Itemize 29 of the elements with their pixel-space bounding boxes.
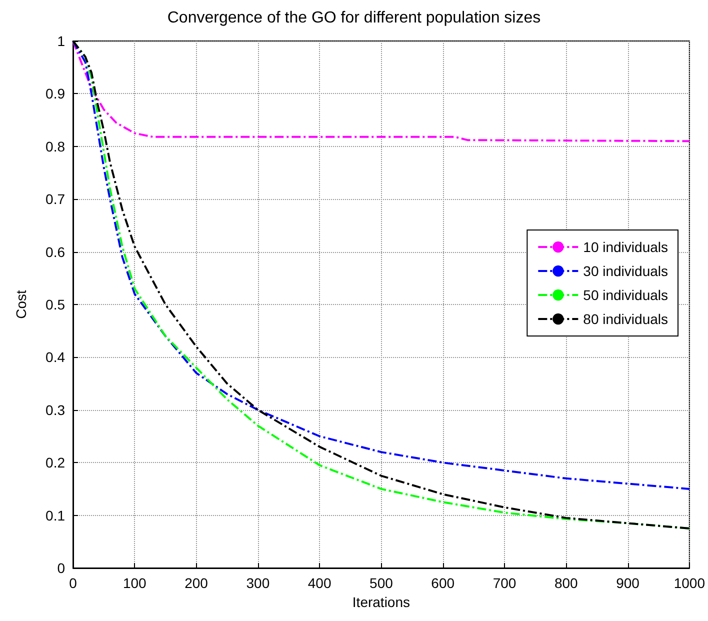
x-axis-title: Iterations (352, 594, 410, 610)
x-tick-label: 600 (431, 575, 455, 591)
y-tick-label: 0.1 (46, 507, 66, 524)
x-tick-label: 700 (492, 575, 516, 591)
y-axis-title: Cost (13, 290, 29, 319)
y-tick-label: 0.9 (46, 86, 66, 102)
y-tick-label: 0.5 (46, 296, 66, 312)
y-tick-label: 0.2 (46, 454, 66, 471)
y-tick-label: 0.4 (46, 349, 66, 366)
x-tick-label: 800 (554, 575, 578, 591)
x-tick-label: 0 (69, 575, 78, 591)
x-tick-label: 1000 (674, 575, 706, 591)
x-tick-label: 500 (370, 575, 394, 591)
x-tick-label: 900 (616, 575, 640, 591)
x-tick-label: 100 (122, 575, 147, 591)
x-tick-label: 400 (308, 575, 332, 591)
x-tick-label: 300 (246, 575, 270, 591)
y-tick-label: 0.7 (46, 191, 66, 208)
legend-label: 50 individuals (583, 287, 668, 303)
y-tick-label: 0.3 (46, 402, 66, 418)
x-tick-label: 200 (184, 575, 208, 591)
legend-label: 30 individuals (583, 263, 668, 279)
legend-label: 80 individuals (583, 311, 668, 327)
y-tick-label: 0.8 (46, 138, 66, 154)
y-tick-label: 0 (57, 560, 66, 576)
y-tick-label: 1 (57, 33, 66, 49)
y-tick-label: 0.6 (46, 244, 66, 260)
chart-title: Convergence of the GO for different population sizes (167, 10, 541, 26)
legend-label: 10 individuals (583, 239, 668, 255)
